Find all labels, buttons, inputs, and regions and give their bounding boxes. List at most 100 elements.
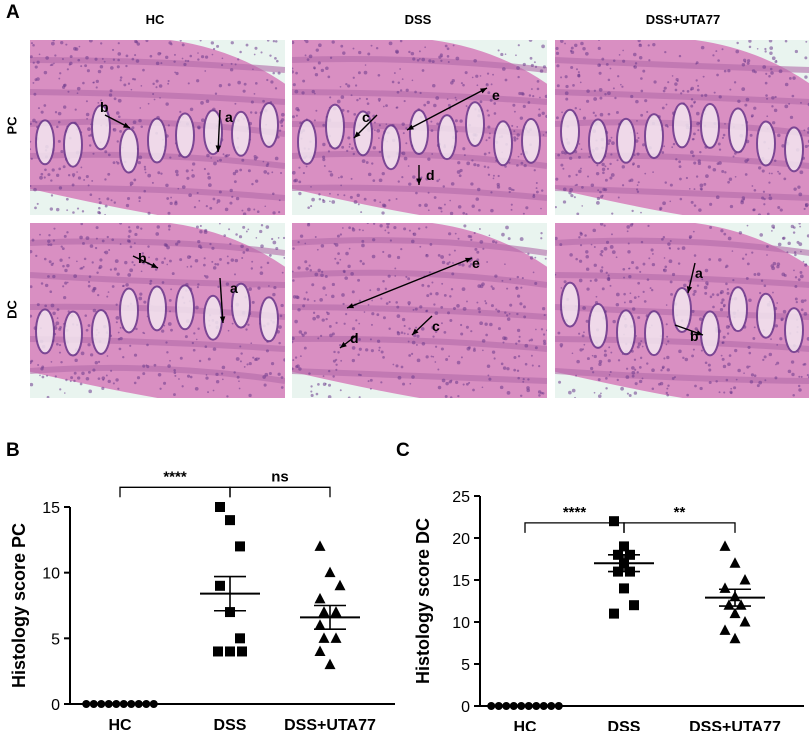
data-point-dss [609,516,619,527]
histology-tile-pc-2 [555,40,809,215]
data-point-dss-uta77 [719,540,731,551]
panel-label-c: C [396,440,410,461]
data-point-dss-uta77 [324,566,336,578]
data-point-dss-uta77 [729,557,741,568]
data-point-hc [134,700,143,708]
data-point-dss-uta77 [739,574,751,585]
data-point-dss [213,646,223,657]
data-point-hc [502,702,511,710]
data-point-hc [127,700,136,708]
data-point-dss-uta77 [318,632,330,643]
data-point-dss [629,600,639,611]
data-point-dss-uta77 [324,658,336,670]
annotation-arrow-e: e [346,255,480,309]
annotation-label-e: e [472,255,480,271]
annotation-label-e: e [492,87,500,103]
x-category-label: DSS [214,717,247,731]
data-point-hc [517,702,526,710]
data-point-hc [547,702,556,710]
data-point-dss [237,646,247,657]
data-point-dss [225,646,235,657]
annotation-arrow-d: d [339,330,359,349]
y-tick-label: 0 [461,699,470,716]
data-point-hc [104,700,113,708]
data-point-dss-uta77 [719,624,731,635]
data-point-dss [235,633,245,644]
data-point-dss-uta77 [330,632,342,643]
annotation-arrow-a: a [219,277,238,324]
data-point-dss-uta77 [729,607,741,619]
panel-label-a: A [6,2,20,23]
annotation-arrow-c: c [353,109,378,139]
y-tick-label: 5 [51,631,60,648]
data-point-hc [494,702,503,710]
data-point-hc [119,700,128,708]
y-tick-label: 0 [51,697,60,714]
data-point-dss-uta77 [334,579,346,591]
x-category-label: DSS+UTA77 [284,717,376,731]
annotation-arrow-b: b [674,324,704,344]
data-point-dss-uta77 [318,606,330,617]
y-tick-label: 15 [452,573,470,590]
significance-label: **** [163,468,187,485]
data-point-dss-uta77 [729,632,741,644]
y-tick-label: 5 [461,657,470,674]
y-axis-label: Histology score DC [413,518,433,684]
annotation-label-b: b [690,328,699,344]
annotation-label-d: d [426,167,435,183]
data-point-hc [82,700,91,708]
annotation-label-a: a [230,280,238,296]
y-axis-label: Histology score PC [9,523,29,688]
data-point-dss [619,583,629,594]
y-tick-label: 10 [452,615,470,632]
data-point-dss-uta77 [314,592,326,604]
histology-tile-dc-1: e c d [292,223,547,398]
annotation-label-a: a [225,109,233,125]
y-tick-label: 25 [452,489,470,506]
chart-histology-score-dc: 0 5 10 15 20 25 Histology score DC HC DSS DSS+UTA… [413,489,804,731]
data-point-hc [524,702,533,710]
row-title-pc: PC [4,116,20,135]
data-point-dss-uta77 [735,599,747,610]
annotation-arrow-e: e [406,87,500,131]
annotation-label-b: b [138,250,147,266]
chart-histology-score-pc: 0 5 10 15 Histology score PC HC DSS DSS+UTA77 **… [9,468,395,731]
significance-label: ** [674,504,686,521]
annotation-label-c: c [362,109,370,125]
x-category-label: DSS+UTA77 [689,719,781,731]
significance-bracket: ns [229,468,331,498]
y-tick-label: 10 [42,566,60,583]
annotation-arrow-a: a [686,262,703,294]
annotation-label-d: d [350,330,359,346]
column-title-dss-uta77: DSS+UTA77 [645,12,721,27]
data-point-hc [539,702,548,710]
column-title-hc: HC [145,12,165,27]
data-point-hc [112,700,121,708]
data-point-dss [225,515,235,526]
data-point-dss [215,502,225,512]
annotation-arrow-d: d [416,165,435,185]
data-point-dss-uta77 [723,599,735,610]
data-point-dss [225,607,235,618]
y-tick-label: 20 [452,531,470,548]
annotation-arrow-b: b [132,250,159,269]
significance-label: ns [271,468,289,485]
column-title-dss: DSS [404,12,432,27]
data-point-hc [149,700,158,708]
significance-label: **** [563,504,587,521]
data-point-dss-uta77 [314,619,326,630]
annotation-label-c: c [432,318,440,334]
data-point-dss-uta77 [739,616,751,627]
data-point-dss-uta77 [314,540,326,551]
x-category-label: HC [108,717,132,731]
significance-bracket: **** [119,468,231,498]
data-point-hc [487,702,496,710]
data-point-hc [554,702,563,710]
panel-label-b: B [6,440,20,461]
significance-bracket: ** [623,504,736,533]
data-point-dss [619,541,629,552]
row-title-dc: DC [4,300,20,319]
